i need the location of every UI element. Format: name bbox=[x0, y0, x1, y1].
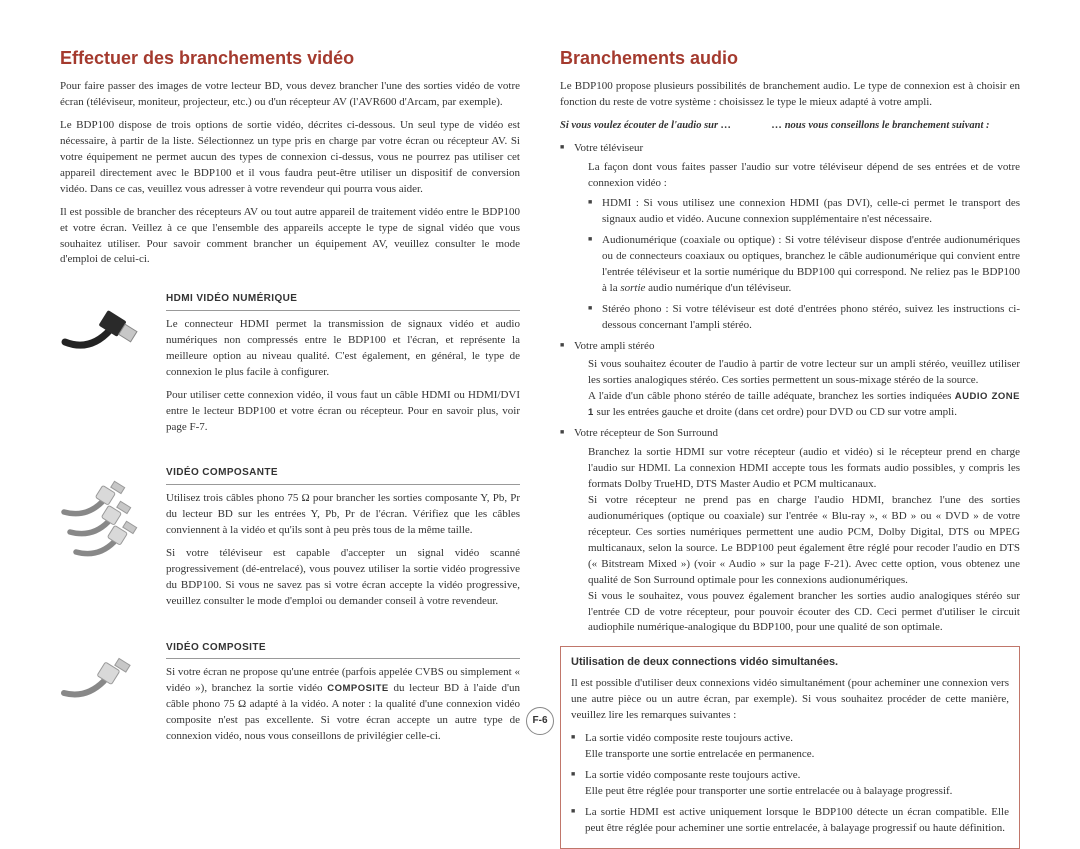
box-item-1: La sortie vidéo composante reste toujour… bbox=[585, 768, 1009, 800]
right-column: Branchements audio Le BDP100 propose plu… bbox=[560, 45, 1020, 849]
box-item-0: La sortie vidéo composite reste toujours… bbox=[585, 731, 1009, 763]
audio-surround-body: Branchez la sortie HDMI sur votre récept… bbox=[574, 445, 1020, 636]
left-column: Effectuer des branchements vidéo Pour fa… bbox=[60, 45, 520, 849]
box-item-2: La sortie HDMI est active uniquement lor… bbox=[585, 805, 1009, 837]
component-cable-icon bbox=[60, 466, 150, 616]
audio-list: Votre téléviseur La façon dont vous fait… bbox=[560, 141, 1020, 636]
hdmi-cable-icon bbox=[60, 292, 150, 442]
section-composite: VIDÉO COMPOSITE Si votre écran ne propos… bbox=[60, 641, 520, 752]
highlight-box: Utilisation de deux connections vidéo si… bbox=[560, 646, 1020, 848]
hdmi-heading: HDMI VIDÉO NUMÉRIQUE bbox=[166, 292, 520, 311]
left-intro-1: Le BDP100 dispose de trois options de so… bbox=[60, 118, 520, 198]
component-heading: VIDÉO COMPOSANTE bbox=[166, 466, 520, 485]
audio-tv-sub0: HDMI : Si vous utilisez une connexion HD… bbox=[602, 196, 1020, 228]
component-p0: Utilisez trois câbles phono 75 Ω pour br… bbox=[166, 491, 520, 539]
section-component-body: VIDÉO COMPOSANTE Utilisez trois câbles p… bbox=[166, 466, 520, 616]
left-title: Effectuer des branchements vidéo bbox=[60, 45, 520, 71]
component-p1: Si votre téléviseur est capable d'accept… bbox=[166, 546, 520, 610]
audio-stereo-body: Si vous souhaitez écouter de l'audio à p… bbox=[574, 357, 1020, 421]
audio-tv-sublist: HDMI : Si vous utilisez une connexion HD… bbox=[574, 196, 1020, 334]
section-component: VIDÉO COMPOSANTE Utilisez trois câbles p… bbox=[60, 466, 520, 616]
audio-item-stereo: Votre ampli stéréo Si vous souhaitez éco… bbox=[574, 339, 1020, 422]
right-intro: Le BDP100 propose plusieurs possibilités… bbox=[560, 79, 1020, 111]
subhead-row: Si vous voulez écouter de l'audio sur … … bbox=[560, 118, 1020, 133]
hdmi-p1: Pour utiliser cette connexion vidéo, il … bbox=[166, 388, 520, 436]
right-title: Branchements audio bbox=[560, 45, 1020, 71]
left-intro-2: Il est possible de brancher des récepteu… bbox=[60, 205, 520, 269]
box-intro: Il est possible d'utiliser deux connexio… bbox=[571, 676, 1009, 724]
audio-stereo-label: Votre ampli stéréo bbox=[574, 340, 654, 352]
composite-p0: Si votre écran ne propose qu'une entrée … bbox=[166, 665, 520, 745]
section-composite-body: VIDÉO COMPOSITE Si votre écran ne propos… bbox=[166, 641, 520, 752]
section-hdmi: HDMI VIDÉO NUMÉRIQUE Le connecteur HDMI … bbox=[60, 292, 520, 442]
audio-item-tv: Votre téléviseur La façon dont vous fait… bbox=[574, 141, 1020, 333]
page-number: F-6 bbox=[526, 707, 554, 735]
composite-heading: VIDÉO COMPOSITE bbox=[166, 641, 520, 660]
left-intro-0: Pour faire passer des images de votre le… bbox=[60, 79, 520, 111]
section-hdmi-body: HDMI VIDÉO NUMÉRIQUE Le connecteur HDMI … bbox=[166, 292, 520, 442]
subhead-right: … nous vous conseillons le branchement s… bbox=[772, 118, 1020, 133]
composite-cable-icon bbox=[60, 641, 150, 752]
box-heading: Utilisation de deux connections vidéo si… bbox=[571, 655, 1009, 671]
box-list: La sortie vidéo composite reste toujours… bbox=[571, 731, 1009, 837]
audio-surround-label: Votre récepteur de Son Surround bbox=[574, 427, 718, 439]
audio-tv-body: La façon dont vous faites passer l'audio… bbox=[574, 160, 1020, 192]
audio-item-surround: Votre récepteur de Son Surround Branchez… bbox=[574, 426, 1020, 636]
audio-tv-label: Votre téléviseur bbox=[574, 142, 643, 154]
audio-tv-sub2: Stéréo phono : Si votre téléviseur est d… bbox=[602, 302, 1020, 334]
hdmi-p0: Le connecteur HDMI permet la transmissio… bbox=[166, 317, 520, 381]
audio-tv-sub1: Audionumérique (coaxiale ou optique) : S… bbox=[602, 233, 1020, 297]
subhead-left: Si vous voulez écouter de l'audio sur … bbox=[560, 118, 772, 133]
